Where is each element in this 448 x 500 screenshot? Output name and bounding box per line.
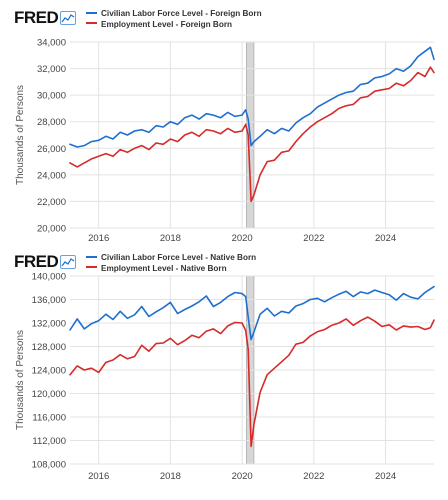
y-axis-title: Thousands of Persons	[15, 330, 26, 430]
legend-swatch-blue	[86, 255, 97, 258]
x-tick-label: 2022	[303, 233, 324, 244]
y-tick-label: 30,000	[37, 91, 66, 102]
y-tick-label: 120,000	[32, 389, 66, 400]
legend: Civilian Labor Force Level - Foreign Bor…	[86, 9, 262, 30]
y-tick-label: 24,000	[37, 170, 66, 181]
x-tick-label: 2016	[88, 471, 109, 482]
y-tick-label: 32,000	[37, 64, 66, 75]
legend: Civilian Labor Force Level - Native Born…	[86, 253, 256, 274]
x-tick-label: 2020	[232, 471, 253, 482]
y-tick-label: 112,000	[32, 436, 66, 447]
fred-logo[interactable]: FRED	[14, 252, 59, 271]
legend-label: Civilian Labor Force Level - Foreign Bor…	[101, 9, 262, 18]
fred-logo[interactable]: FRED	[14, 8, 59, 27]
legend-label: Civilian Labor Force Level - Native Born	[101, 253, 257, 262]
x-tick-label: 2024	[375, 233, 396, 244]
series-line	[69, 66, 435, 203]
legend-label: Employment Level - Foreign Born	[101, 19, 233, 29]
chart-panel-native-born: FRED Civilian Labor Force Level - Native…	[12, 252, 436, 492]
y-axis-title: Thousands of Persons	[15, 85, 26, 185]
y-tick-label: 28,000	[37, 117, 66, 128]
legend-item[interactable]: Civilian Labor Force Level - Foreign Bor…	[86, 9, 262, 20]
y-tick-label: 124,000	[32, 366, 66, 377]
legend-label: Employment Level - Native Born	[101, 263, 227, 273]
line-chart: Thousands of Persons 20,000 22,000 24,000 2…	[15, 38, 435, 244]
fred-graph-icon	[60, 11, 76, 25]
fred-graph-icon	[60, 255, 76, 269]
y-tick-label: 34,000	[37, 38, 66, 49]
legend-item[interactable]: Employment Level - Foreign Born	[86, 20, 262, 31]
x-tick-label: 2024	[375, 471, 396, 482]
x-tick-label: 2018	[160, 471, 181, 482]
legend-swatch-red	[86, 266, 97, 269]
x-tick-label: 2020	[232, 233, 253, 244]
line-chart: Thousands of Persons 108,000 112,000 116,0…	[15, 272, 435, 482]
y-tick-label: 128,000	[32, 342, 66, 353]
y-tick-label: 136,000	[32, 295, 66, 306]
series-line	[69, 285, 435, 341]
legend-item[interactable]: Employment Level - Native Born	[86, 264, 256, 275]
y-tick-label: 20,000	[37, 224, 66, 235]
y-tick-label: 26,000	[37, 144, 66, 155]
y-tick-label: 22,000	[37, 197, 66, 208]
y-tick-label: 116,000	[32, 413, 66, 424]
chart-panel-foreign-born: FRED Civilian Labor Force Level - Foreig…	[12, 8, 436, 244]
y-tick-label: 132,000	[32, 319, 66, 330]
y-tick-label: 140,000	[32, 272, 66, 283]
legend-swatch-blue	[86, 11, 97, 14]
x-tick-label: 2016	[88, 233, 109, 244]
series-line	[69, 316, 435, 448]
series-line	[69, 46, 435, 148]
legend-swatch-red	[86, 22, 97, 25]
x-tick-label: 2018	[160, 233, 181, 244]
legend-item[interactable]: Civilian Labor Force Level - Native Born	[86, 253, 256, 264]
x-tick-label: 2022	[303, 471, 324, 482]
y-tick-label: 108,000	[32, 460, 66, 471]
